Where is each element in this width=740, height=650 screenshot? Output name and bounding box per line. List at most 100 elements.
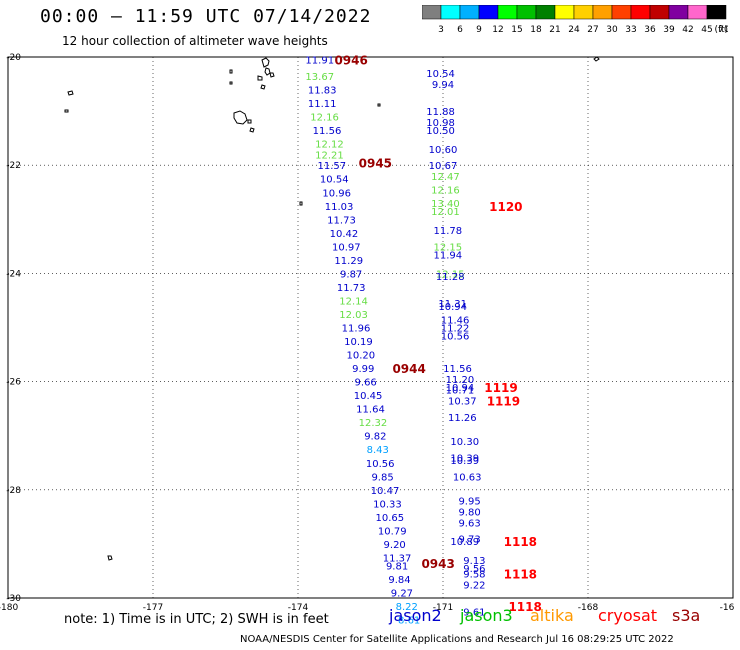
wave-height-label: 10.71 bbox=[446, 386, 475, 397]
wave-height-label: 9.56 bbox=[463, 564, 485, 575]
wave-height-label: 11.28 bbox=[436, 272, 465, 283]
island-outline bbox=[249, 127, 255, 133]
wave-height-label: 8.22 bbox=[396, 602, 418, 613]
pass-time-label: 0943 bbox=[421, 557, 454, 571]
legend-label: 3 bbox=[438, 25, 444, 35]
pass-time-label: 1118 bbox=[504, 535, 537, 549]
wave-height-label: 10.39 bbox=[450, 456, 479, 467]
x-tick-label: -16 bbox=[720, 603, 735, 613]
wave-height-label: 9.81 bbox=[386, 562, 408, 573]
wave-height-label: 10.60 bbox=[429, 145, 458, 156]
wave-height-label: 9.85 bbox=[371, 472, 393, 483]
legend-label: 33 bbox=[625, 25, 636, 35]
wave-height-label: 10.97 bbox=[332, 242, 361, 253]
legend-label: 18 bbox=[530, 25, 542, 35]
pass-time-label: 1119 bbox=[484, 381, 517, 395]
legend-label: 45 bbox=[701, 25, 712, 35]
wave-height-label: 11.11 bbox=[308, 99, 337, 110]
mission-altika: altika bbox=[530, 606, 574, 625]
wave-height-label: 12.14 bbox=[339, 296, 368, 307]
legend-unit: (ft) bbox=[714, 25, 728, 35]
wave-height-label: 9.87 bbox=[340, 269, 362, 280]
wave-height-label: 10.63 bbox=[453, 472, 482, 483]
wave-height-label: 8.61 bbox=[398, 616, 420, 627]
wave-height-label: 10.67 bbox=[429, 161, 458, 172]
wave-height-label: 9.99 bbox=[352, 364, 374, 375]
pass-time-label: 1119 bbox=[487, 395, 520, 409]
wave-height-label: 10.96 bbox=[322, 188, 351, 199]
island-outline bbox=[261, 57, 270, 68]
wave-height-label: 11.26 bbox=[448, 413, 477, 424]
wave-height-label: 12.12 bbox=[315, 140, 344, 151]
credit-line: NOAA/NESDIS Center for Satellite Applica… bbox=[240, 634, 674, 645]
island-outline bbox=[247, 119, 252, 124]
wave-height-label: 10.54 bbox=[426, 69, 455, 80]
wave-height-label: 11.78 bbox=[434, 226, 463, 237]
wave-height-label: 9.22 bbox=[463, 580, 485, 591]
wave-height-label: 10.79 bbox=[378, 526, 407, 537]
mission-jason3: jason3 bbox=[460, 606, 513, 625]
wave-height-label: 11.56 bbox=[443, 364, 472, 375]
wave-height-label: 9.13 bbox=[463, 556, 485, 567]
pass-time-label: 0945 bbox=[359, 156, 392, 170]
map-frame bbox=[7, 56, 734, 599]
wave-height-label: 12.15 bbox=[436, 269, 465, 280]
legend-label: 21 bbox=[549, 25, 560, 35]
island-outline bbox=[67, 90, 74, 96]
wave-height-label: 12.16 bbox=[431, 186, 460, 197]
y-tick-label: -30 bbox=[6, 594, 21, 604]
legend-label: 24 bbox=[568, 25, 580, 35]
mission-cryosat: cryosat bbox=[598, 606, 658, 625]
pass-time-label: 1118 bbox=[504, 568, 537, 582]
wave-height-label: 11.57 bbox=[318, 161, 347, 172]
wave-height-label: 13.40 bbox=[431, 199, 460, 210]
legend-label: 12 bbox=[492, 25, 503, 35]
island-outline bbox=[269, 72, 275, 78]
wave-height-label: 11.91 bbox=[305, 56, 334, 67]
legend-label: 36 bbox=[644, 25, 656, 35]
wave-height-label: 11.94 bbox=[434, 250, 463, 261]
wave-height-label: 11.03 bbox=[325, 202, 354, 213]
wave-height-label: 10.56 bbox=[366, 459, 395, 470]
color-legend: 3 6 9 12 15 18 21 24 27 30 33 36 39 42 45 70(ft) bbox=[422, 5, 728, 35]
wave-height-label: 11.64 bbox=[356, 405, 385, 416]
wave-height-label: 9.20 bbox=[384, 540, 406, 551]
island-outline bbox=[377, 103, 381, 107]
wave-height-label: 12.16 bbox=[310, 113, 339, 124]
legend-label: 39 bbox=[663, 25, 675, 35]
y-tick-label: -22 bbox=[6, 161, 21, 171]
wave-height-label: 12.03 bbox=[339, 310, 368, 321]
x-tick-label: -177 bbox=[143, 603, 163, 613]
wave-height-label: 10.45 bbox=[354, 391, 383, 402]
wave-height-label: 10.89 bbox=[450, 537, 479, 548]
wave-height-label: 10.65 bbox=[376, 513, 405, 524]
x-tick-label: -180 bbox=[0, 603, 18, 613]
wave-height-label: 10.30 bbox=[450, 437, 479, 448]
wave-height-label: 12.21 bbox=[315, 150, 344, 161]
wave-height-label: 9.94 bbox=[432, 80, 454, 91]
wave-height-label: 10.39 bbox=[450, 453, 479, 464]
pass-time-label: 0946 bbox=[334, 54, 367, 68]
island-outline bbox=[264, 67, 271, 76]
wave-height-label: 10.56 bbox=[441, 332, 470, 343]
wave-height-label: 10.50 bbox=[426, 126, 455, 137]
y-tick-label: -28 bbox=[6, 486, 21, 496]
wave-height-label: 10.47 bbox=[371, 486, 400, 497]
wave-height-label: 11.29 bbox=[334, 256, 363, 267]
legend-label: 15 bbox=[511, 25, 522, 35]
x-tick-label: -168 bbox=[578, 603, 599, 613]
island-outline bbox=[257, 75, 263, 81]
wave-height-label: 10.37 bbox=[448, 397, 477, 408]
wave-height-label: 12.32 bbox=[359, 418, 388, 429]
island-outline bbox=[260, 84, 266, 90]
footnote: note: 1) Time is in UTC; 2) SWH is in fe… bbox=[64, 612, 329, 627]
wave-height-label: 9.80 bbox=[458, 507, 480, 518]
wave-height-label: 12.15 bbox=[434, 242, 463, 253]
wave-height-label: 13.67 bbox=[305, 72, 334, 83]
legend-label: 6 bbox=[457, 25, 463, 35]
island-outline bbox=[229, 81, 233, 85]
island-outline bbox=[299, 201, 303, 206]
wave-height-label: 8.43 bbox=[367, 445, 389, 456]
wave-height-label: 11.37 bbox=[383, 553, 412, 564]
